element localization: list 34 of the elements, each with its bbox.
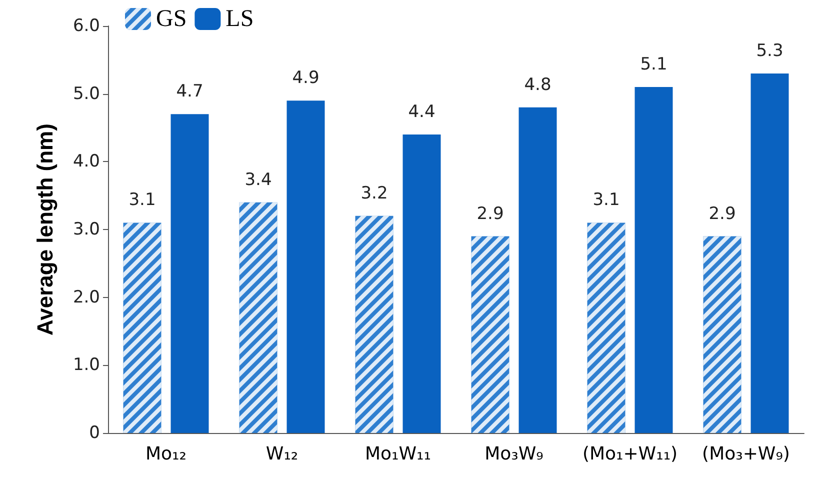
- data-label: 5.1: [640, 54, 668, 75]
- legend-label: LS: [226, 6, 254, 32]
- y-tick-label: 0: [89, 423, 100, 443]
- data-label: 2.9: [476, 204, 504, 224]
- y-tick-label: 2.0: [72, 287, 100, 308]
- x-tick-label: (Mo₃+W₉): [702, 444, 790, 464]
- bar: [402, 134, 441, 433]
- bar: [286, 100, 325, 433]
- x-tick-label: (Mo₁+W₁₁): [582, 444, 678, 464]
- x-tick-label: Mo₁₂: [146, 444, 186, 464]
- legend-label: GS: [156, 6, 187, 32]
- y-tick-label: 4.0: [72, 152, 100, 172]
- data-label: 2.9: [708, 204, 736, 224]
- data-label: 4.4: [408, 102, 436, 122]
- bar: [634, 87, 673, 433]
- data-label: 3.2: [360, 183, 388, 204]
- data-label: 4.7: [176, 82, 204, 102]
- y-tick-label: 5.0: [72, 84, 100, 104]
- bar: [518, 107, 557, 433]
- data-label: 3.1: [128, 190, 156, 210]
- data-label: 3.1: [592, 190, 620, 210]
- data-label: 5.3: [756, 40, 784, 61]
- data-label: 4.9: [292, 68, 320, 88]
- y-tick-label: 6.0: [72, 16, 100, 36]
- x-tick-label: W₁₂: [266, 444, 298, 464]
- bar: [750, 73, 789, 433]
- y-tick-label: 1.0: [72, 355, 100, 376]
- y-tick-label: 3.0: [72, 220, 100, 240]
- y-axis-title: Average length (nm): [32, 124, 58, 336]
- bar: [170, 114, 209, 433]
- x-tick-label: Mo₃W₉: [484, 444, 544, 464]
- data-label: 4.8: [524, 74, 552, 95]
- x-tick-label: Mo₁W₁₁: [365, 444, 431, 464]
- data-label: 3.4: [244, 170, 272, 190]
